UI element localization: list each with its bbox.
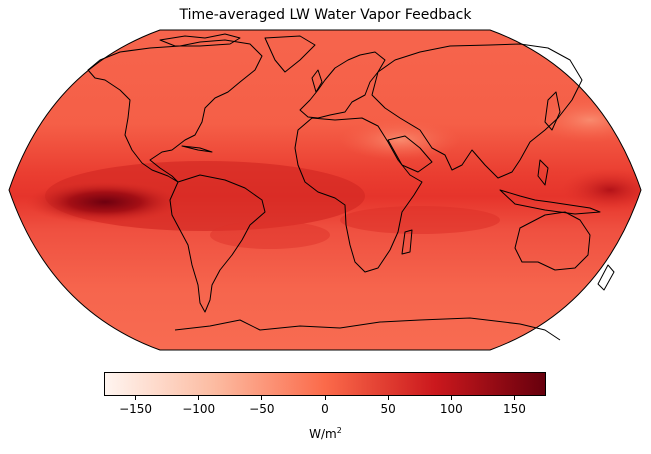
feedback-field xyxy=(9,30,641,350)
plot-title: Time-averaged LW Water Vapor Feedback xyxy=(179,7,472,23)
colorbar-tick-label: 50 xyxy=(380,402,396,416)
coastline-arabia xyxy=(387,135,433,173)
coastline-arctic-islands xyxy=(159,33,241,47)
colorbar-unit-exponent: 2 xyxy=(336,426,342,435)
colorbar-label: W/m2 xyxy=(0,426,651,441)
colorbar-tick-label: −100 xyxy=(182,402,216,416)
colorbar-tick xyxy=(450,396,452,400)
colorbar-tick xyxy=(387,396,389,400)
colorbar-tick-label: −150 xyxy=(119,402,153,416)
colorbar-tick xyxy=(198,396,200,400)
coastline-australia xyxy=(514,211,591,271)
map-boundary xyxy=(8,29,642,351)
colorbar-tick xyxy=(261,396,263,400)
colorbar-tick-label: 100 xyxy=(439,402,463,416)
coastline-africa xyxy=(294,117,423,273)
coastline-uk xyxy=(311,69,323,93)
world-map xyxy=(8,29,642,351)
colorbar-tick-label: 0 xyxy=(321,402,329,416)
colorbar-tick xyxy=(135,396,137,400)
coastline-new-zealand xyxy=(597,264,615,291)
colorbar-tick xyxy=(324,396,326,400)
coastlines xyxy=(87,33,615,341)
colorbar-tick xyxy=(513,396,515,400)
coastline-asia xyxy=(371,43,583,179)
colorbar-tick-label: −50 xyxy=(249,402,275,416)
coastline-philippines xyxy=(537,159,549,186)
colorbar-tick-label: 150 xyxy=(502,402,526,416)
coastline-madagascar xyxy=(401,229,413,255)
coastline-indonesia xyxy=(499,189,601,215)
coastline-greenland xyxy=(264,35,316,73)
coastline-caribbean xyxy=(181,145,213,153)
coastline-south-america xyxy=(169,174,266,313)
coastline-antarctica xyxy=(174,317,561,341)
coastline-europe xyxy=(299,51,386,119)
colorbar-unit: W/m xyxy=(309,427,337,441)
coastline-japan xyxy=(544,91,561,131)
colorbar xyxy=(104,372,546,396)
coastline-north-america xyxy=(87,39,263,183)
